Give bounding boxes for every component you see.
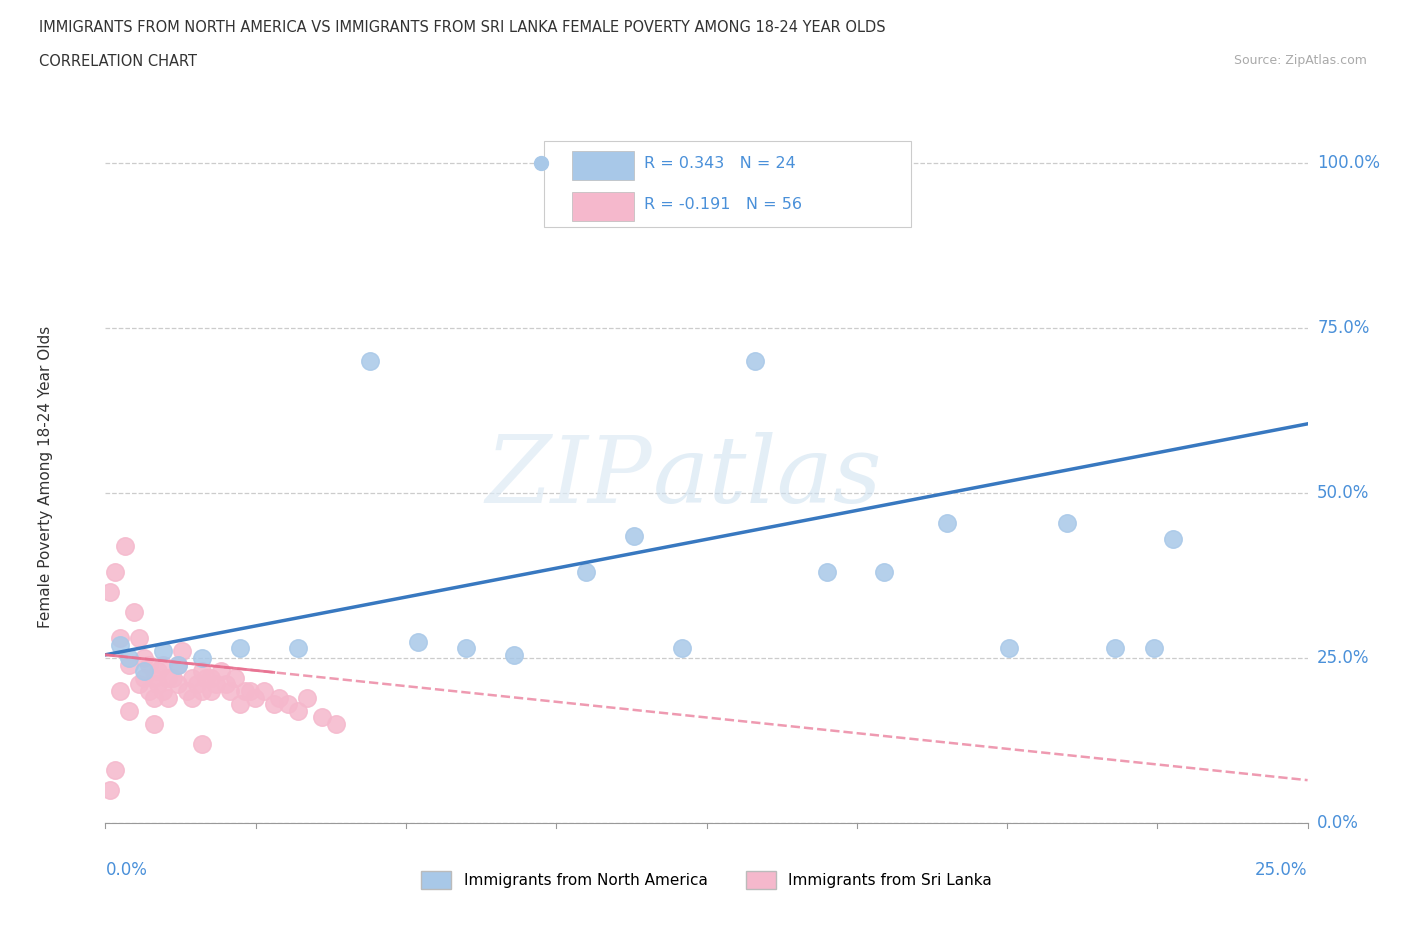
Text: 25.0%: 25.0% [1317, 649, 1369, 667]
Text: 100.0%: 100.0% [1317, 154, 1381, 172]
Point [166, 677, 188, 692]
Point [229, 697, 252, 711]
Point [190, 737, 212, 751]
Text: 0.0%: 0.0% [105, 861, 148, 879]
Point [142, 671, 165, 685]
Point [190, 651, 212, 666]
Point [253, 684, 276, 698]
Point [128, 677, 150, 692]
Point [243, 690, 266, 705]
Point [152, 684, 174, 698]
Point [152, 658, 174, 672]
Point [166, 658, 188, 672]
Point [224, 671, 246, 685]
Text: Source: ZipAtlas.com: Source: ZipAtlas.com [1233, 54, 1367, 67]
Point [132, 651, 155, 666]
Text: 25.0%: 25.0% [1256, 861, 1308, 879]
Point [1143, 641, 1166, 656]
Text: atlas: atlas [652, 432, 882, 522]
Point [277, 697, 299, 711]
Point [623, 528, 645, 543]
Point [287, 703, 309, 718]
Point [118, 651, 141, 666]
Point [325, 717, 347, 732]
FancyBboxPatch shape [544, 140, 911, 227]
Point [200, 671, 222, 685]
Point [575, 565, 598, 579]
Text: ZIP: ZIP [486, 432, 652, 522]
Point [148, 677, 170, 692]
Point [156, 690, 179, 705]
Point [1104, 641, 1126, 656]
Point [98, 585, 121, 600]
Point [181, 671, 204, 685]
Point [138, 684, 160, 698]
Point [267, 690, 290, 705]
Point [104, 565, 127, 579]
Point [142, 690, 165, 705]
Point [454, 641, 477, 656]
Point [108, 684, 131, 698]
Point [359, 353, 381, 368]
Text: Female Poverty Among 18-24 Year Olds: Female Poverty Among 18-24 Year Olds [38, 326, 53, 628]
Point [142, 717, 165, 732]
Point [132, 671, 155, 685]
Point [98, 783, 121, 798]
Text: R = -0.191   N = 56: R = -0.191 N = 56 [644, 197, 801, 212]
Point [124, 604, 146, 619]
Point [205, 677, 228, 692]
Point [297, 690, 319, 705]
Point [219, 684, 242, 698]
FancyBboxPatch shape [572, 151, 634, 180]
Point [1056, 515, 1078, 530]
Point [287, 641, 309, 656]
Point [239, 684, 262, 698]
Point [263, 697, 285, 711]
Point [406, 634, 429, 649]
Point [311, 710, 333, 724]
Point [233, 684, 256, 698]
Point [108, 631, 131, 645]
Point [118, 703, 141, 718]
Point [936, 515, 959, 530]
Point [132, 664, 155, 679]
Point [744, 353, 766, 368]
Point [152, 644, 174, 659]
Text: CORRELATION CHART: CORRELATION CHART [39, 54, 197, 69]
Point [118, 658, 141, 672]
Point [998, 641, 1021, 656]
Point [209, 664, 232, 679]
Text: 50.0%: 50.0% [1317, 485, 1369, 502]
Point [200, 684, 222, 698]
Point [181, 690, 204, 705]
Point [128, 631, 150, 645]
Point [190, 664, 212, 679]
Point [148, 664, 170, 679]
Text: R = 0.343   N = 24: R = 0.343 N = 24 [644, 156, 796, 171]
Point [156, 671, 179, 685]
Point [186, 677, 208, 692]
Point [172, 644, 194, 659]
Point [1161, 532, 1184, 547]
Point [162, 671, 184, 685]
Point [229, 641, 252, 656]
Legend: Immigrants from North America, Immigrants from Sri Lanka: Immigrants from North America, Immigrant… [415, 865, 998, 895]
Point [195, 671, 218, 685]
Point [815, 565, 838, 579]
Point [104, 763, 127, 777]
Point [873, 565, 896, 579]
Text: IMMIGRANTS FROM NORTH AMERICA VS IMMIGRANTS FROM SRI LANKA FEMALE POVERTY AMONG : IMMIGRANTS FROM NORTH AMERICA VS IMMIGRA… [39, 20, 886, 35]
Point [503, 647, 526, 662]
Point [114, 538, 136, 553]
Text: 0.0%: 0.0% [1317, 814, 1360, 832]
FancyBboxPatch shape [572, 192, 634, 221]
Point [138, 658, 160, 672]
Point [214, 677, 236, 692]
Point [166, 658, 188, 672]
Point [671, 641, 693, 656]
Point [190, 684, 212, 698]
Point [108, 637, 131, 652]
Text: 75.0%: 75.0% [1317, 319, 1369, 338]
Point [176, 684, 198, 698]
